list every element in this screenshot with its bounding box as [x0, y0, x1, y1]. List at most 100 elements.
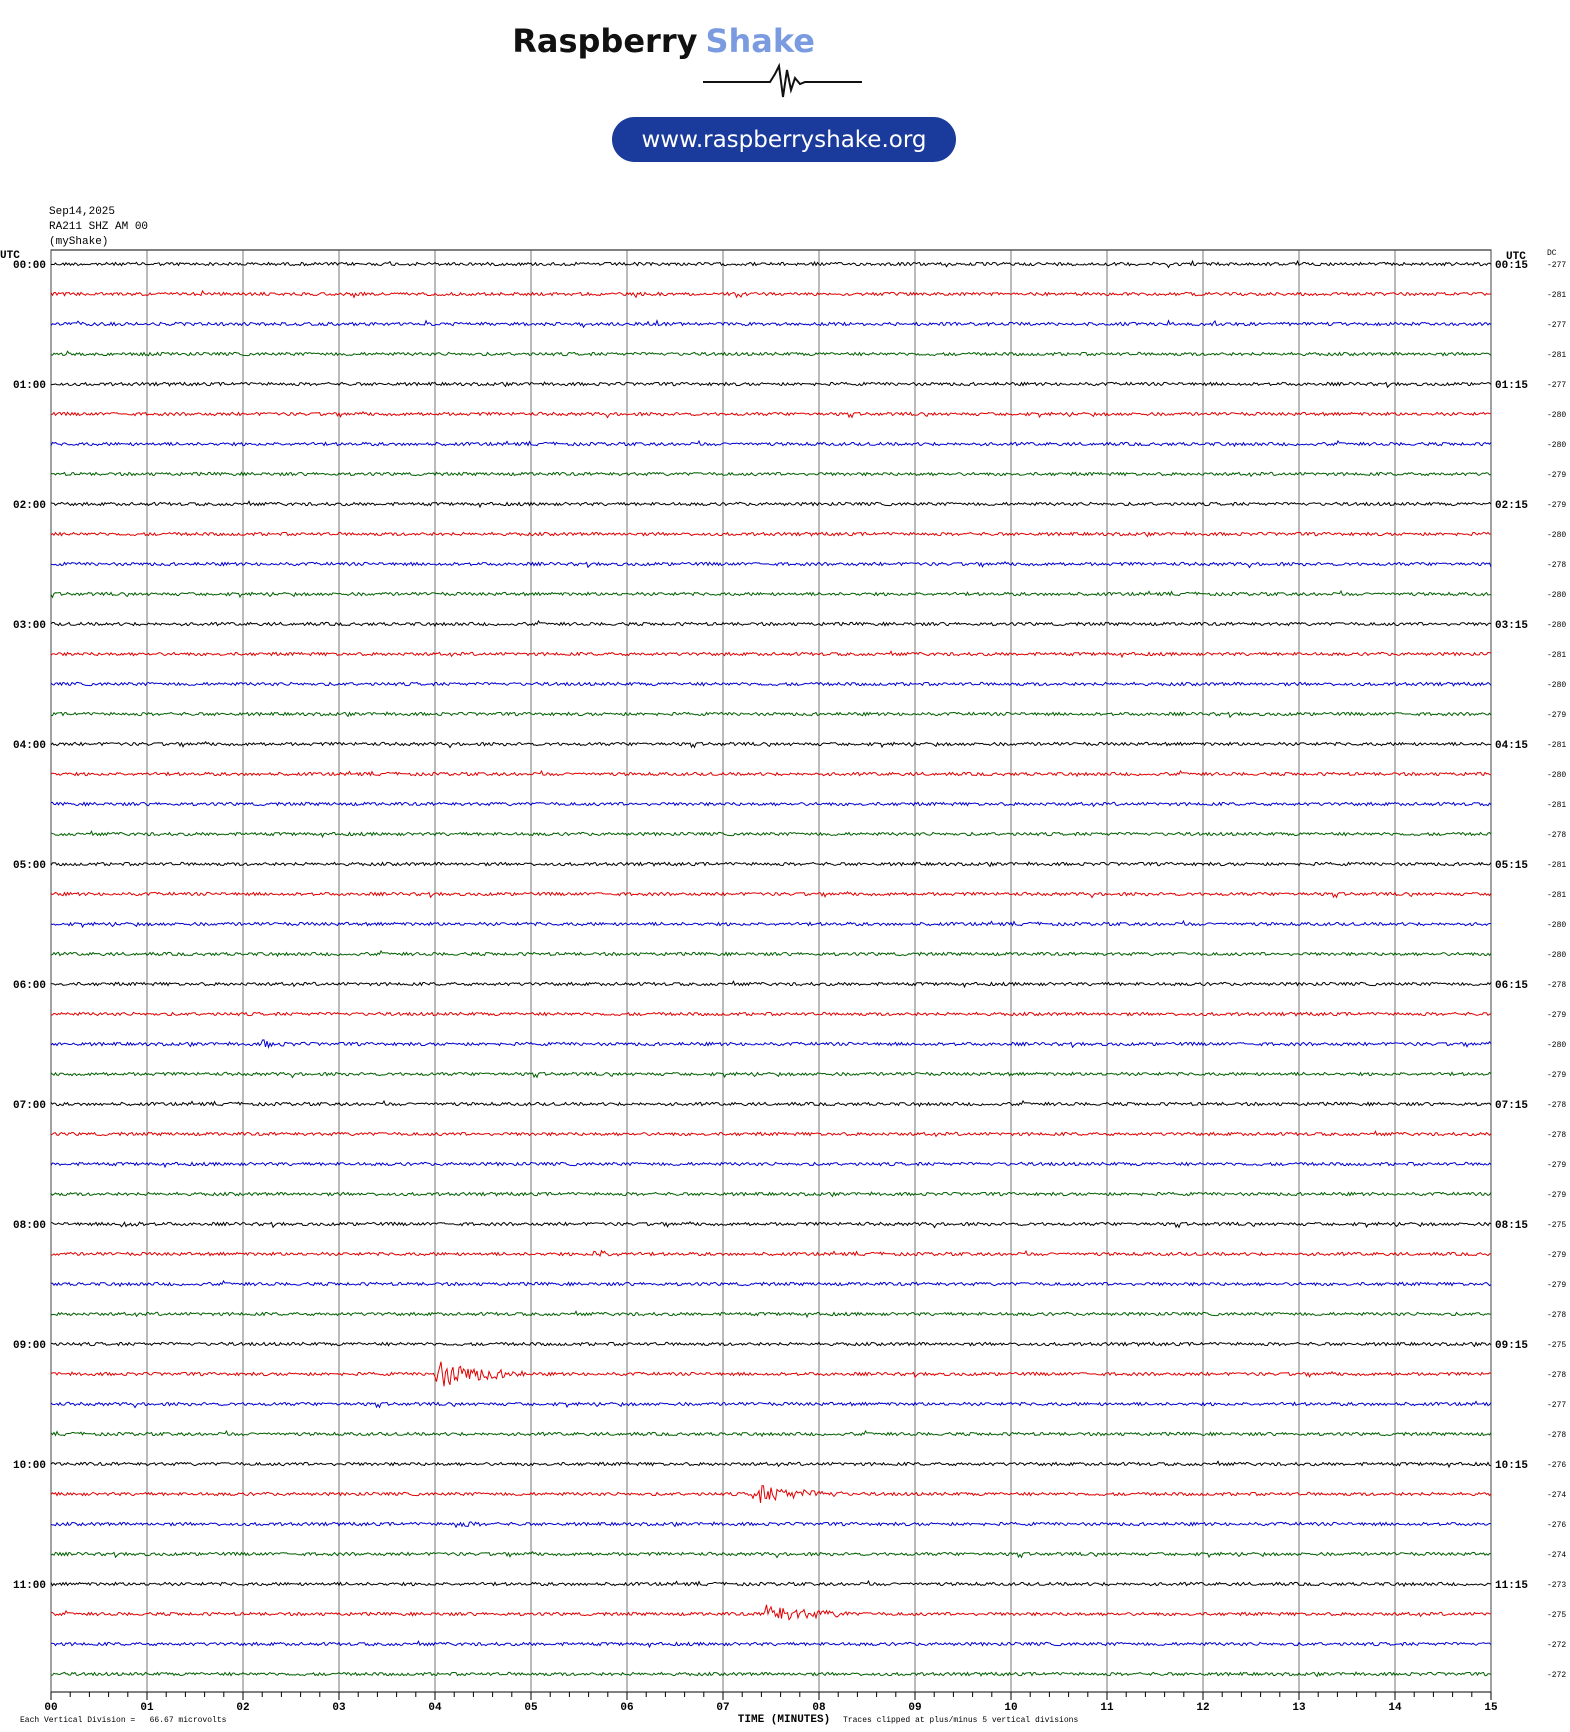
trace	[50, 1429, 1492, 1438]
trace	[50, 1039, 1492, 1050]
trace	[50, 1579, 1491, 1588]
dc-label: -277	[1547, 1401, 1566, 1410]
dc-label: -277	[1547, 381, 1566, 390]
dc-label: -280	[1547, 441, 1566, 450]
dc-label: -280	[1547, 411, 1566, 420]
left-hour-label: 06:00	[13, 980, 46, 992]
dc-label: -279	[1547, 471, 1566, 480]
left-hour-label: 03:00	[13, 620, 46, 632]
trace	[50, 801, 1492, 808]
trace	[50, 1640, 1492, 1649]
dc-label: -281	[1547, 891, 1566, 900]
trace	[50, 439, 1492, 448]
dc-label: -280	[1547, 621, 1566, 630]
dc-label: -277	[1547, 321, 1566, 330]
left-hour-label: 10:00	[13, 1460, 46, 1472]
x-tick-label: 10	[1004, 1702, 1017, 1714]
x-tick-label: 02	[236, 1702, 249, 1714]
dc-label: -280	[1547, 531, 1566, 540]
trace	[50, 830, 1492, 839]
left-axis-title: UTC	[0, 250, 20, 262]
dc-label: -277	[1547, 261, 1566, 270]
trace	[50, 1310, 1492, 1319]
x-tick-label: 11	[1100, 1702, 1114, 1714]
dc-label: -275	[1547, 1221, 1566, 1230]
x-tick-label: 04	[428, 1702, 442, 1714]
dc-label: -278	[1547, 1431, 1566, 1440]
right-hour-label: 04:15	[1495, 740, 1528, 752]
trace	[50, 1011, 1492, 1017]
x-tick-label: 05	[524, 1702, 538, 1714]
plot-frame	[50, 249, 1492, 1693]
trace	[50, 1361, 1492, 1387]
trace	[50, 890, 1492, 899]
right-hour-label: 09:15	[1495, 1340, 1528, 1352]
brand-second: Shake	[705, 22, 815, 60]
dc-label: -278	[1547, 1101, 1566, 1110]
trace	[50, 1604, 1492, 1621]
trace	[50, 980, 1492, 989]
left-hour-label: 00:00	[13, 260, 46, 272]
trace	[50, 1341, 1492, 1348]
dc-label: -278	[1547, 1311, 1566, 1320]
trace	[50, 381, 1492, 389]
x-tick-label: 13	[1292, 1702, 1306, 1714]
trace	[50, 1485, 1492, 1504]
dc-label: -275	[1547, 1611, 1566, 1620]
brand-first: Raspberry	[512, 22, 697, 60]
trace	[50, 1279, 1492, 1288]
left-hour-label: 05:00	[13, 860, 46, 872]
url[interactable]: www.raspberryshake.org	[642, 127, 927, 153]
trace	[50, 531, 1492, 538]
x-tick-label: 12	[1196, 1702, 1209, 1714]
dc-label: -281	[1547, 351, 1566, 360]
x-tick-label: 03	[332, 1702, 346, 1714]
trace	[50, 861, 1492, 868]
right-axis-title: UTC	[1506, 251, 1526, 263]
left-hour-label: 11:00	[13, 1580, 46, 1592]
dc-label: -280	[1547, 591, 1566, 600]
dc-label: -281	[1547, 741, 1566, 750]
dc-label: -279	[1547, 501, 1566, 510]
trace	[50, 589, 1492, 599]
right-hour-label: 05:15	[1495, 860, 1528, 872]
dc-label: -279	[1547, 1281, 1566, 1290]
dc-label: -272	[1547, 1671, 1566, 1680]
trace	[50, 769, 1492, 778]
dc-label: -274	[1547, 1551, 1566, 1560]
left-hour-label: 08:00	[13, 1220, 46, 1232]
left-hour-label: 07:00	[13, 1100, 46, 1112]
division-note: Each Vertical Division = 66.67 microvolt…	[20, 1716, 227, 1725]
trace	[50, 1220, 1492, 1229]
brand: Raspberry Shake	[512, 22, 815, 60]
trace	[50, 471, 1492, 478]
dc-title: DC	[1547, 249, 1557, 258]
trace	[50, 1400, 1492, 1409]
trace	[50, 619, 1492, 628]
date: Sep14,2025	[49, 206, 115, 218]
left-hour-label: 02:00	[13, 500, 46, 512]
right-hour-label: 10:15	[1495, 1460, 1528, 1472]
trace	[50, 318, 1492, 329]
dc-label: -280	[1547, 771, 1566, 780]
trace	[50, 1099, 1492, 1108]
trace	[50, 1071, 1492, 1079]
dc-label: -278	[1547, 1131, 1566, 1140]
trace	[50, 740, 1492, 749]
left-hour-label: 01:00	[13, 380, 46, 392]
right-hour-label: 06:15	[1495, 980, 1528, 992]
right-hour-label: 02:15	[1495, 500, 1528, 512]
x-tick-label: 00	[44, 1702, 57, 1714]
trace	[50, 949, 1492, 958]
trace	[50, 650, 1492, 659]
trace	[50, 1249, 1492, 1258]
url-pill[interactable]	[612, 117, 956, 162]
dc-label: -276	[1547, 1461, 1566, 1470]
trace	[50, 919, 1492, 929]
x-axis-label: TIME (MINUTES)	[738, 1714, 830, 1726]
x-tick-label: 15	[1484, 1702, 1498, 1714]
trace	[50, 1130, 1492, 1138]
right-hour-label: 03:15	[1495, 620, 1528, 632]
dc-label: -275	[1547, 1341, 1566, 1350]
left-hour-label: 04:00	[13, 740, 46, 752]
